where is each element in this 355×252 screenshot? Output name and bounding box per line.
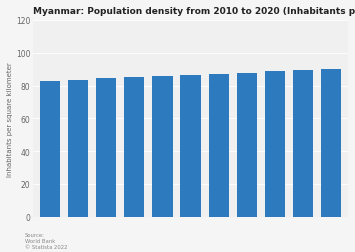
Bar: [152, 77, 173, 217]
Bar: [40, 81, 60, 217]
Text: Source:
World Bank
© Statista 2022: Source: World Bank © Statista 2022: [25, 232, 67, 249]
Bar: [237, 73, 257, 217]
Bar: [321, 69, 341, 217]
Y-axis label: Inhabitants per square kilometer: Inhabitants per square kilometer: [7, 62, 13, 176]
Bar: [293, 71, 313, 217]
Bar: [96, 79, 116, 217]
Bar: [68, 80, 88, 217]
Bar: [265, 72, 285, 217]
Bar: [208, 74, 229, 217]
Bar: [180, 76, 201, 217]
Text: Myanmar: Population density from 2010 to 2020 (Inhabitants per square kilometer): Myanmar: Population density from 2010 to…: [33, 7, 355, 16]
Bar: [124, 78, 144, 217]
